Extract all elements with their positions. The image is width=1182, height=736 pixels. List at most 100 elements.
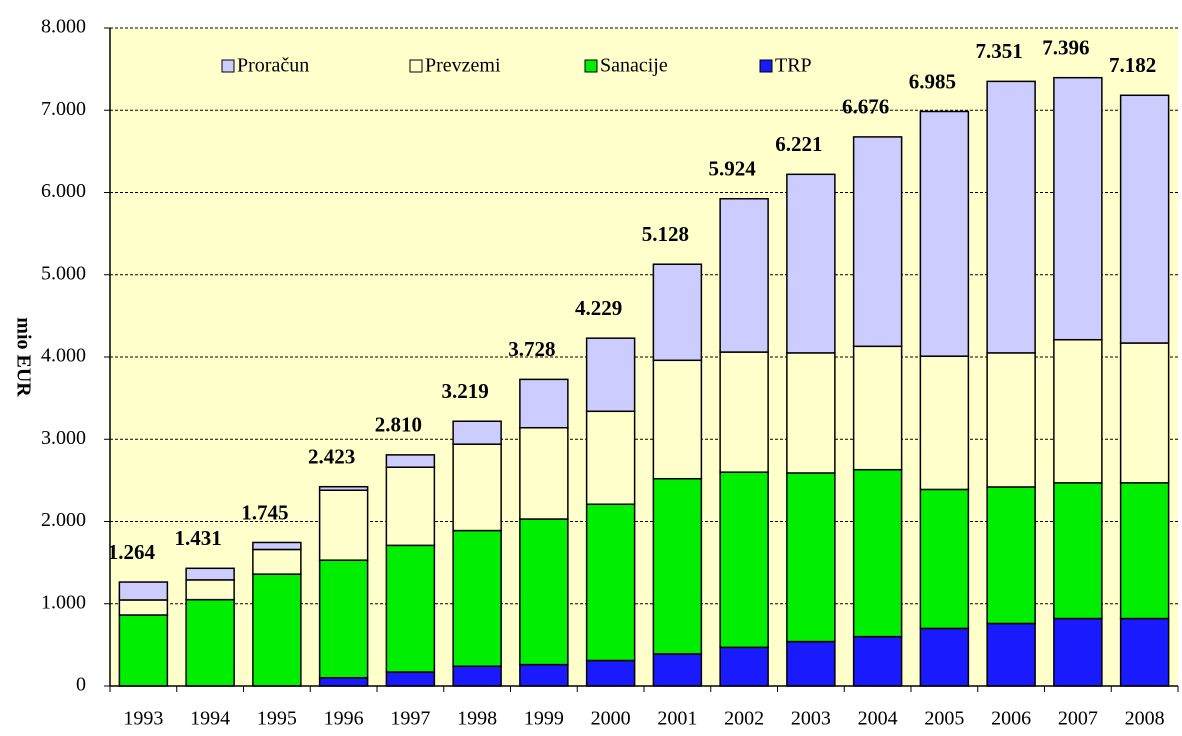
legend-label: Sanacije <box>600 55 668 77</box>
y-tick-label: 5.000 <box>41 262 86 284</box>
y-tick-label: 2.000 <box>41 509 86 531</box>
bar-segment <box>452 529 502 668</box>
y-tick-label: 8.000 <box>41 16 86 38</box>
bar-segment <box>1119 617 1170 687</box>
bar-segment <box>652 359 703 480</box>
bar-segment <box>452 420 502 445</box>
bar-segment <box>852 635 903 687</box>
bar-segment <box>852 136 903 348</box>
bar-segment <box>519 378 569 429</box>
bar-segment <box>719 198 769 353</box>
total-label: 6.985 <box>909 69 956 93</box>
legend-swatch <box>221 59 235 73</box>
bar-segment <box>919 110 970 357</box>
x-tick-label: 1998 <box>457 708 497 730</box>
bar-segment <box>652 263 703 362</box>
bar-segment <box>852 468 903 638</box>
bar-segment <box>519 663 569 687</box>
total-label: 6.221 <box>775 132 822 156</box>
bar-segment <box>919 488 970 630</box>
bar-segment <box>118 581 169 601</box>
bar-segment <box>986 352 1036 488</box>
bar-segment <box>252 548 302 575</box>
legend-label: TRP <box>775 55 812 77</box>
bar-segment <box>118 614 169 687</box>
bar-segment <box>852 345 903 471</box>
bar-segment <box>719 471 769 649</box>
bar-segment <box>652 477 703 655</box>
bar-segment <box>786 173 836 354</box>
x-tick-label: 1993 <box>123 708 163 730</box>
total-label: 1.745 <box>241 500 288 524</box>
total-label: 3.219 <box>442 379 489 403</box>
total-label: 5.128 <box>642 222 689 246</box>
bar-segment <box>252 573 302 687</box>
bar-segment <box>585 410 636 505</box>
bar-segment <box>385 454 436 468</box>
bar-segment <box>986 622 1036 687</box>
x-tick-label: 1995 <box>257 708 297 730</box>
bar-segment <box>185 579 235 601</box>
bar-segment <box>385 544 436 673</box>
x-tick-label: 2006 <box>991 708 1031 730</box>
bar-segment <box>986 486 1036 625</box>
bar-segment <box>185 598 235 687</box>
legend-label: Proračun <box>237 55 309 77</box>
bar-segment <box>786 472 836 643</box>
legend-swatch <box>759 59 773 73</box>
bar-segment <box>1053 482 1103 620</box>
bar-segment <box>519 518 569 666</box>
bar-segment <box>318 559 369 679</box>
bar-segment <box>919 627 970 687</box>
y-axis-label: mio EUR <box>12 317 34 397</box>
y-tick-label: 3.000 <box>41 427 86 449</box>
bar-segment <box>385 466 436 547</box>
bar-segment <box>719 646 769 687</box>
x-tick-label: 2004 <box>858 708 898 730</box>
x-tick-label: 2002 <box>724 708 764 730</box>
bar-segment <box>786 352 836 474</box>
bar-segment <box>585 503 636 662</box>
bar-segment <box>585 659 636 687</box>
legend-swatch <box>584 59 598 73</box>
y-tick-label: 6.000 <box>41 180 86 202</box>
x-tick-label: 1999 <box>524 708 564 730</box>
x-tick-label: 2003 <box>791 708 831 730</box>
bar-segment <box>252 541 302 551</box>
bar-segment <box>919 355 970 491</box>
total-label: 5.924 <box>709 157 757 181</box>
bar-segment <box>1053 76 1103 341</box>
bar-segment <box>986 80 1036 354</box>
legend-label: Prevzemi <box>425 55 501 77</box>
bar-segment <box>1119 94 1170 344</box>
bar-segment <box>786 640 836 687</box>
total-label: 7.182 <box>1109 53 1156 77</box>
x-tick-label: 2001 <box>657 708 697 730</box>
total-label: 7.351 <box>976 39 1023 63</box>
total-label: 2.423 <box>308 445 355 469</box>
bar-segment <box>185 567 235 581</box>
bar-segment <box>1119 342 1170 484</box>
total-label: 7.396 <box>1042 35 1089 59</box>
x-tick-label: 2000 <box>591 708 631 730</box>
bar-segment <box>452 665 502 687</box>
total-label: 1.264 <box>108 540 156 564</box>
x-tick-label: 2007 <box>1058 708 1098 730</box>
bar-segment <box>318 489 369 561</box>
bar-segment <box>318 485 369 491</box>
x-tick-label: 2008 <box>1125 708 1165 730</box>
x-tick-label: 1996 <box>324 708 364 730</box>
bar-segment <box>585 337 636 413</box>
bar-segment <box>318 677 369 687</box>
y-tick-label: 1.000 <box>41 591 86 613</box>
total-label: 1.431 <box>175 526 222 550</box>
total-label: 4.229 <box>575 296 622 320</box>
total-label: 6.676 <box>842 95 889 119</box>
bar-segment <box>118 599 169 616</box>
bar-segment <box>452 443 502 532</box>
bar-segment <box>1053 617 1103 687</box>
x-tick-label: 2005 <box>924 708 964 730</box>
bar-segment <box>385 671 436 687</box>
bar-segment <box>719 351 769 473</box>
